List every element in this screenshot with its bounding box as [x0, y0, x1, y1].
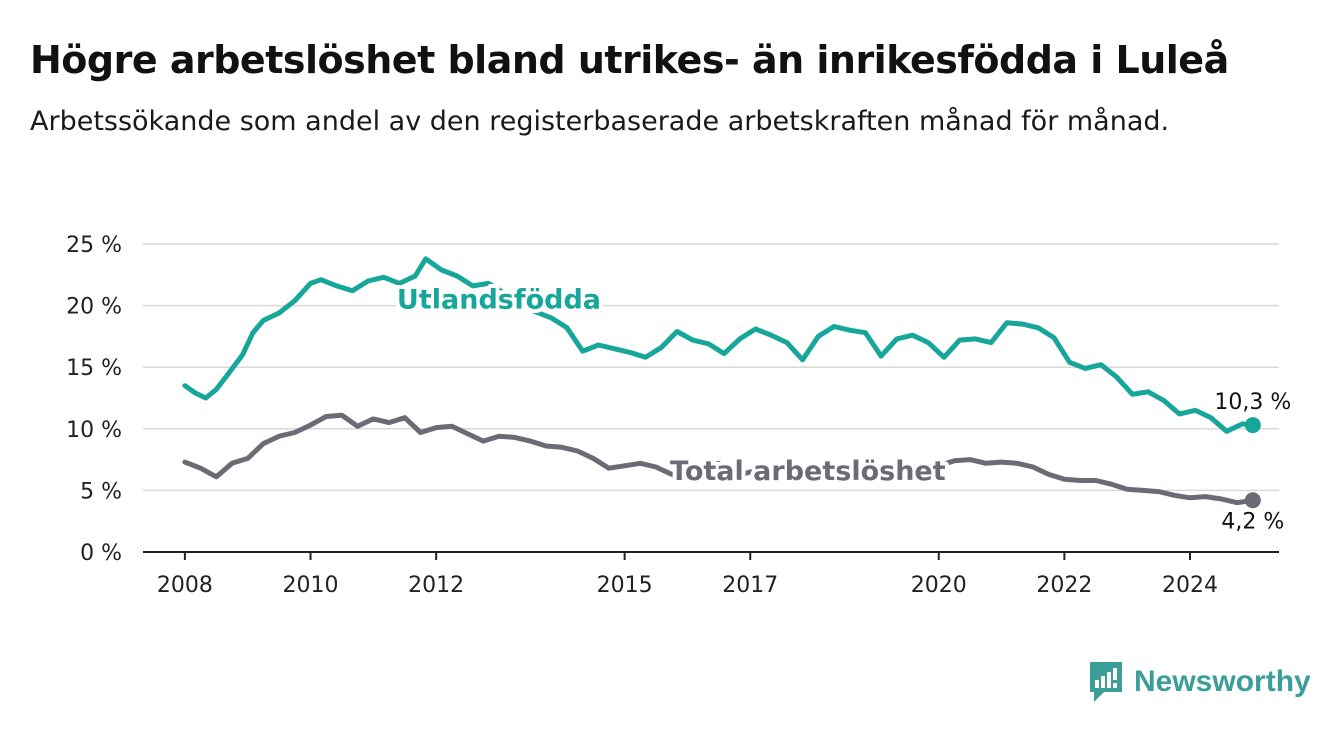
x-tick-label: 2022 — [1036, 573, 1092, 598]
chart-subtitle: Arbetssökande som andel av den registerb… — [30, 106, 1170, 137]
series-end-dot-0 — [1244, 417, 1261, 434]
x-tick-label: 2017 — [722, 573, 778, 598]
y-tick-label: 10 % — [66, 418, 122, 443]
series-inline-label-0: Utlandsfödda — [397, 285, 601, 316]
bar-chart-logo-icon — [1090, 662, 1122, 702]
series-end-label-0: 10,3 % — [1214, 390, 1291, 415]
x-tick-label: 2024 — [1162, 573, 1218, 598]
series-line-1 — [182, 412, 1256, 506]
x-tick-label: 2020 — [911, 573, 967, 598]
y-tick-label: 0 % — [80, 541, 122, 566]
series-inline-label-1: Total arbetslöshet — [670, 456, 946, 487]
series-end-dot-1 — [1244, 492, 1261, 509]
newsworthy-logo: Newsworthy — [1088, 660, 1311, 704]
y-tick-label: 15 % — [66, 356, 122, 381]
chart-title: Högre arbetslöshet bland utrikes- än inr… — [30, 38, 1229, 82]
y-tick-label: 20 % — [66, 295, 122, 320]
x-tick-label: 2008 — [157, 573, 213, 598]
y-tick-label: 5 % — [80, 479, 122, 504]
series-end-label-1: 4,2 % — [1221, 509, 1284, 534]
x-tick-label: 2015 — [597, 573, 653, 598]
x-tick-label: 2012 — [408, 573, 464, 598]
y-tick-label: 25 % — [66, 233, 122, 258]
x-tick-label: 2010 — [283, 573, 339, 598]
series-line-0 — [182, 256, 1256, 434]
brand-name: Newsworthy — [1134, 665, 1311, 698]
